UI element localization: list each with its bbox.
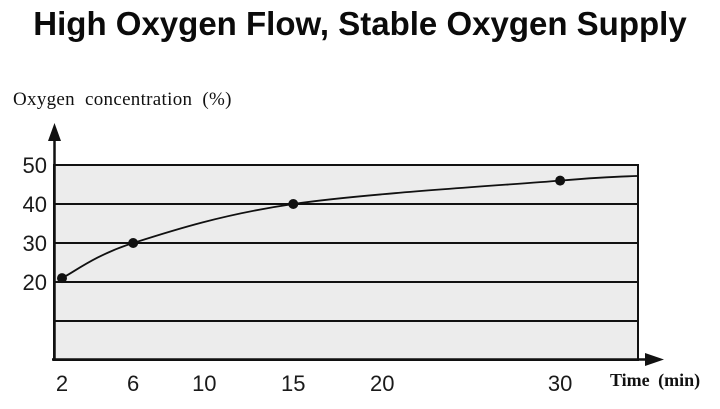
- x-tick-label-20: 20: [370, 371, 394, 396]
- x-tick-label-2: 2: [56, 371, 68, 396]
- plot-area: [53, 164, 639, 361]
- x-tick-label-6: 6: [127, 371, 139, 396]
- x-tick-label-10: 10: [192, 371, 216, 396]
- data-point-30min: [555, 175, 566, 186]
- x-tick-label-30: 30: [548, 371, 572, 396]
- data-point-2min: [57, 273, 67, 284]
- chart-title: High Oxygen Flow, Stable Oxygen Supply: [33, 5, 687, 42]
- data-point-6min: [128, 238, 139, 248]
- y-axis-arrow: [48, 123, 61, 141]
- y-tick-label-40: 40: [23, 192, 47, 217]
- y-axis-title: Oxygen concentration (%): [13, 89, 232, 110]
- data-point-15min: [288, 199, 299, 209]
- x-axis-arrow: [645, 353, 664, 366]
- x-axis-title: Time (min): [610, 370, 701, 390]
- x-tick-label-15: 15: [281, 371, 305, 396]
- oxygen-curve: [61, 175, 639, 279]
- y-tick-label-30: 30: [23, 231, 47, 256]
- y-tick-label-50: 50: [23, 153, 47, 178]
- y-tick-label-20: 20: [23, 270, 47, 295]
